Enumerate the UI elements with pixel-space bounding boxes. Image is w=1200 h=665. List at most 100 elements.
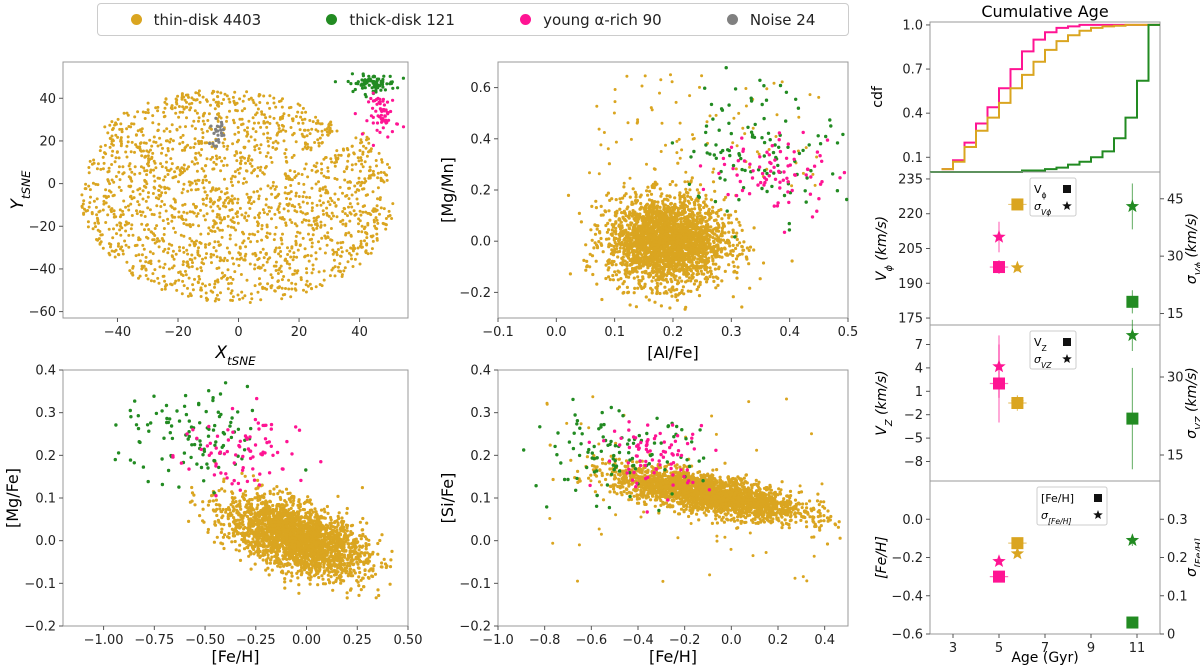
mgmn-point-thin	[628, 262, 633, 267]
tsne-point-thin	[96, 162, 100, 166]
mgmn-point-young	[741, 147, 746, 151]
tsne-point-thin	[287, 287, 291, 291]
tsne-point-thin	[147, 191, 150, 195]
tsne-point-thin	[148, 138, 152, 142]
tsne-point-thin	[370, 247, 374, 251]
mgmn-point-thin	[645, 189, 649, 193]
mgmn-point-thin	[672, 288, 676, 292]
mgmn-point-thick	[709, 102, 714, 107]
tsne-point-thin	[151, 121, 155, 125]
mgmn-point-thin	[614, 140, 618, 144]
tsne-point-thin	[188, 257, 192, 261]
mgmn-point-thin	[652, 205, 657, 209]
tsne-point-thin	[108, 136, 112, 140]
mgmn-point-thin	[655, 289, 659, 294]
mgmn-point-thin	[688, 268, 692, 272]
tsne-point-thin	[284, 129, 288, 133]
tsne-point-thin	[286, 253, 290, 256]
tsne-point-thin	[317, 270, 321, 274]
tsne-point-thin	[372, 207, 376, 211]
tsne-point-thin	[155, 224, 159, 228]
mgmn-point-thin	[689, 239, 693, 243]
tsne-point-thin	[157, 239, 161, 243]
tsne-point-thin	[248, 301, 252, 304]
tsne-point-thin	[113, 160, 117, 164]
tsne-point-thin	[320, 167, 324, 171]
tsne-point-thin	[279, 250, 283, 253]
mgmn-point-thin	[742, 240, 746, 244]
tsne-point-thin	[172, 226, 176, 230]
mgmn-point-thin	[625, 254, 629, 258]
tsne-point-thin	[179, 169, 182, 173]
tsne-point-thin	[215, 255, 219, 259]
tsne-point-thin	[341, 147, 345, 151]
mgmn-point-thin	[703, 211, 708, 215]
tsne-point-thin	[140, 264, 144, 268]
tsne-point-thin	[274, 260, 278, 264]
tsne-point-thin	[207, 112, 211, 116]
tsne-point-thin	[214, 297, 218, 301]
tsne-point-thin	[214, 188, 218, 192]
tsne-point-thin	[259, 298, 263, 302]
tsne-point-thin	[248, 207, 252, 210]
tsne-point-thin	[166, 147, 170, 150]
tsne-point-thin	[247, 97, 251, 101]
mgmn-point-thick	[704, 130, 708, 135]
tsne-point-thin	[205, 212, 209, 216]
mgmn-point-thin	[645, 162, 648, 166]
tsne-point-thin	[371, 169, 375, 173]
tsne-ytick-label: 0	[48, 177, 56, 192]
tsne-point-thin	[188, 210, 192, 214]
tsne-point-thin	[190, 124, 194, 128]
mgmn-point-thin	[617, 224, 621, 228]
mgmn-point-thin	[635, 217, 639, 221]
tsne-point-thin	[371, 239, 375, 243]
tsne-point-thin	[374, 159, 378, 162]
tsne-point-thin	[167, 187, 171, 191]
mgmn-point-thin	[658, 291, 662, 296]
tsne-point-thin	[301, 195, 305, 199]
mgmn-point-thin	[688, 235, 692, 239]
tsne-point-thin	[292, 255, 296, 259]
tsne-point-thin	[133, 172, 137, 176]
tsne-point-thin	[133, 150, 136, 154]
tsne-point-thin	[344, 233, 348, 237]
mgmn-point-thin	[638, 195, 642, 199]
tsne-point-thin	[205, 252, 208, 256]
tsne-point-thin	[357, 230, 360, 233]
tsne-point-thin	[149, 230, 153, 234]
tsne-point-thin	[116, 117, 120, 121]
mgmn-point-thick	[828, 118, 832, 122]
mgmn-point-thin	[680, 241, 684, 245]
tsne-point-thin	[165, 160, 168, 164]
mgmn-point-thin	[674, 226, 679, 230]
tsne-point-thin	[366, 221, 370, 225]
mgmn-point-thin	[695, 266, 700, 270]
tsne-ytick-label: −40	[29, 262, 56, 277]
tsne-point-thin	[234, 212, 238, 216]
tsne-point-thin	[138, 210, 142, 214]
mgmn-point-young	[781, 178, 785, 182]
tsne-point-thin	[182, 210, 186, 214]
tsne-point-thin	[301, 106, 305, 110]
tsne-point-thin	[323, 234, 327, 238]
tsne-point-thin	[352, 151, 356, 155]
mgmn-point-thin	[716, 214, 720, 218]
tsne-point-thin	[361, 150, 365, 154]
mgmn-point-thin	[653, 300, 657, 304]
tsne-point-thin	[143, 215, 147, 218]
mgmn-point-thin	[689, 279, 693, 283]
tsne-point-thin	[186, 294, 190, 298]
tsne-point-thin	[276, 207, 280, 211]
tsne-point-thin	[348, 180, 352, 184]
tsne-point-thin	[198, 140, 202, 144]
mgmn-point-thin	[715, 210, 719, 215]
tsne-point-thin	[217, 298, 221, 302]
tsne-point-thin	[234, 108, 238, 112]
tsne-point-thin	[289, 184, 293, 187]
tsne-point-thin	[238, 252, 242, 256]
tsne-point-thin	[368, 165, 372, 169]
tsne-point-thin	[273, 212, 277, 216]
tsne-point-thin	[294, 239, 298, 243]
